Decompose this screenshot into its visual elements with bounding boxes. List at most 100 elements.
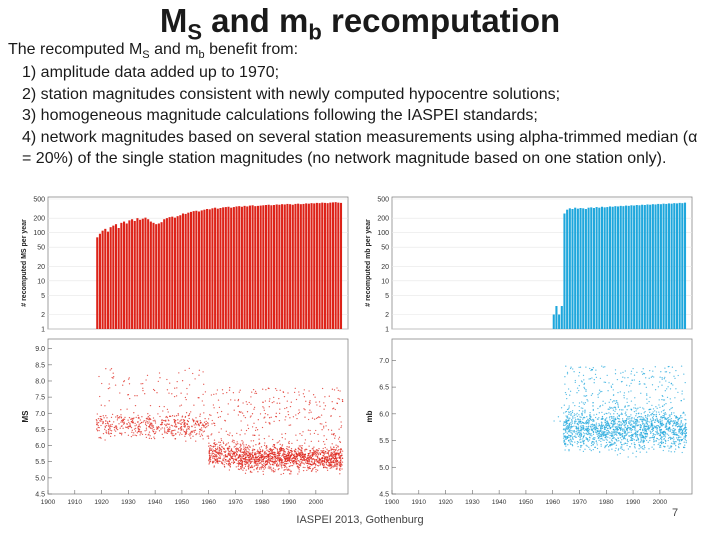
data-point (184, 396, 187, 399)
bar (173, 217, 176, 329)
data-point (672, 436, 675, 438)
data-point (192, 435, 194, 437)
data-point (230, 448, 233, 450)
data-point (255, 456, 257, 458)
data-point (625, 422, 627, 425)
bar (273, 205, 276, 329)
data-point (611, 448, 613, 450)
data-point (216, 458, 218, 460)
data-point (619, 391, 621, 393)
data-point (664, 418, 666, 420)
data-point (250, 396, 252, 398)
data-point (129, 425, 132, 427)
data-point (327, 457, 329, 459)
data-point (177, 419, 179, 421)
data-point (646, 426, 648, 428)
data-point (334, 449, 336, 451)
data-point (276, 402, 278, 404)
data-point (339, 462, 342, 464)
data-point (289, 469, 291, 471)
data-point (610, 432, 613, 435)
data-point (272, 467, 275, 469)
data-point (267, 414, 269, 416)
data-point (287, 451, 290, 453)
data-point (598, 430, 600, 433)
data-point (636, 419, 639, 422)
bar (144, 217, 147, 329)
data-point (598, 392, 600, 394)
data-point (631, 424, 633, 426)
data-point (335, 448, 337, 451)
data-point (223, 455, 225, 457)
bar (155, 224, 158, 329)
data-point (326, 458, 328, 460)
data-point (247, 467, 250, 469)
data-point (228, 463, 230, 465)
data-point (323, 461, 326, 463)
data-point (623, 397, 625, 399)
data-point (683, 398, 685, 400)
y-tick-label: 6.0 (379, 411, 389, 418)
data-point (566, 426, 569, 428)
data-point (581, 412, 583, 414)
data-point (292, 460, 294, 462)
data-point (287, 442, 290, 444)
data-point (295, 462, 297, 464)
data-point (288, 473, 291, 475)
data-point (681, 429, 684, 431)
data-point (617, 405, 619, 407)
data-point (258, 462, 261, 465)
data-point (571, 426, 574, 428)
data-point (185, 412, 188, 414)
data-point (571, 438, 574, 440)
data-point (112, 372, 114, 374)
data-point (623, 424, 626, 426)
data-point (569, 436, 572, 438)
data-point (313, 466, 316, 469)
data-point (309, 459, 311, 461)
data-point (270, 416, 272, 418)
data-point (609, 424, 611, 427)
data-point (173, 421, 176, 423)
data-point (566, 408, 569, 411)
data-point (659, 429, 662, 431)
data-point (333, 389, 336, 391)
data-point (127, 427, 129, 430)
data-point (323, 408, 325, 410)
bar (323, 202, 326, 329)
data-point (304, 449, 306, 451)
data-point (260, 446, 263, 448)
data-point (252, 388, 255, 391)
data-point (331, 455, 333, 457)
data-point (640, 441, 642, 443)
data-point (675, 388, 677, 390)
data-point (240, 466, 242, 468)
data-point (247, 465, 249, 467)
data-point (107, 421, 109, 423)
data-point (604, 430, 606, 433)
bar (329, 202, 332, 329)
data-point (595, 422, 598, 424)
data-point (684, 418, 686, 421)
data-point (313, 453, 315, 455)
data-point (309, 429, 311, 432)
data-point (315, 450, 317, 452)
data-point (282, 453, 285, 455)
data-point (286, 460, 288, 462)
data-point (639, 406, 641, 409)
data-point (291, 458, 294, 460)
data-point (606, 425, 608, 427)
data-point (242, 448, 245, 450)
data-point (183, 425, 185, 428)
data-point (611, 419, 614, 422)
data-point (635, 415, 637, 417)
y-tick-label: 100 (33, 230, 45, 237)
data-point (257, 458, 260, 461)
data-point (228, 461, 231, 463)
data-point (238, 464, 240, 466)
data-point (103, 417, 105, 419)
bar (152, 222, 155, 329)
data-point (580, 380, 583, 382)
data-point (646, 415, 649, 417)
data-point (104, 405, 106, 407)
